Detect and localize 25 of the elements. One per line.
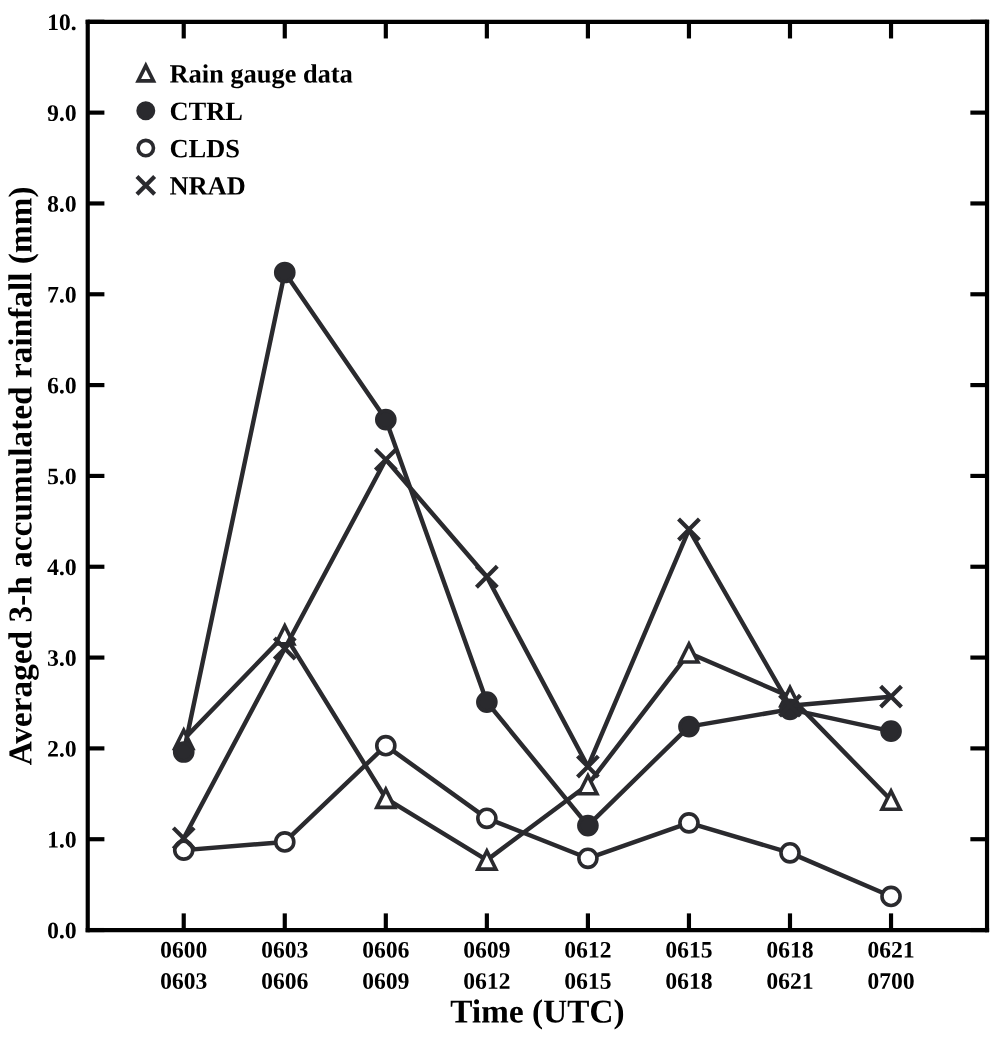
x-tick-label: 0615 0618 [666,941,712,990]
y-tick-label: 1.0 [49,831,76,848]
y-tick-label: 5.0 [48,468,76,485]
x-axis-title: Time (UTC) [450,999,624,1030]
x-tick-label: 0621 0700 [868,941,914,990]
legend-label: CTRL [170,102,242,121]
x-tick-label: 0600 0603 [161,941,207,990]
y-tick-label: 7.0 [48,286,76,303]
x-tick-label: 0618 0621 [767,941,813,990]
y-tick-label: 9.0 [47,105,76,122]
x-tick-label: 0609 0612 [464,941,510,990]
y-tick-label: 8.0 [47,195,76,212]
x-tick-label: 0612 0615 [565,941,611,990]
y-tick-label: 10. [49,14,76,31]
y-tick-label: 0.0 [48,922,76,939]
x-tick-label: 0606 0609 [363,941,409,990]
y-tick-label: 4.0 [47,559,76,576]
y-tick-label: 3.0 [48,650,76,667]
legend-label: NRAD [170,177,245,195]
y-axis-title: Averaged 3-h accumulated rainfall (mm) [7,187,39,766]
y-tick-label: 6.0 [47,377,76,394]
x-tick-label: 0603 0606 [262,941,308,990]
y-tick-label: 2.0 [48,740,76,757]
legend-label: CLDS [170,139,239,158]
legend-label: Rain gauge data [169,64,353,89]
